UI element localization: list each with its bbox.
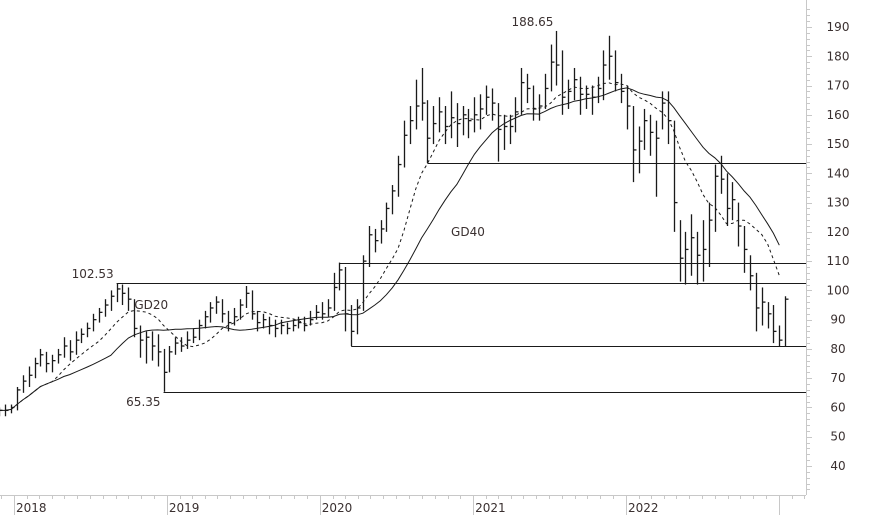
y-tick-label: 150: [827, 137, 850, 151]
y-tick-label: 100: [827, 283, 850, 297]
y-tick-label: 60: [830, 400, 845, 414]
annotation-high-2021: 188.65: [511, 15, 553, 29]
y-axis: 40 50 60 70 80 90 100 110 120 130 140 150 160 170 180 1…: [806, 0, 849, 495]
y-tick-label: 180: [827, 49, 850, 63]
y-tick-label: 70: [830, 371, 845, 385]
horizontal-levels: [116, 163, 806, 393]
annotation-low-2018: 65.35: [126, 395, 160, 409]
label-gd20: GD20: [134, 298, 168, 312]
x-tick-label: 2021: [475, 501, 506, 515]
moving-average-gd20: [0, 82, 780, 411]
y-tick-label: 140: [827, 166, 850, 180]
moving-averages: [0, 82, 780, 411]
y-tick-label: 50: [830, 430, 845, 444]
y-tick-label: 90: [830, 313, 845, 327]
y-tick-label: 170: [827, 79, 850, 93]
y-tick-label: 190: [827, 20, 850, 34]
annotation-high-2018: 102.53: [72, 267, 114, 281]
moving-average-gd40: [0, 87, 780, 411]
x-tick-label: 2020: [322, 501, 353, 515]
x-tick-label: 2019: [169, 501, 200, 515]
price-bars: [0, 30, 789, 417]
x-tick-label: 2018: [16, 501, 47, 515]
x-tick-label: 2022: [628, 501, 659, 515]
y-tick-label: 40: [830, 459, 845, 473]
y-tick-label: 120: [827, 225, 850, 239]
x-axis: 2018 2019 2020 2021 2022: [0, 495, 806, 515]
y-tick-label: 80: [830, 342, 845, 356]
y-tick-label: 110: [827, 254, 850, 268]
annotations: 102.53 65.35 188.65 GD20 GD40: [72, 15, 554, 409]
y-tick-label: 130: [827, 196, 850, 210]
y-tick-label: 160: [827, 108, 850, 122]
label-gd40: GD40: [451, 225, 485, 239]
